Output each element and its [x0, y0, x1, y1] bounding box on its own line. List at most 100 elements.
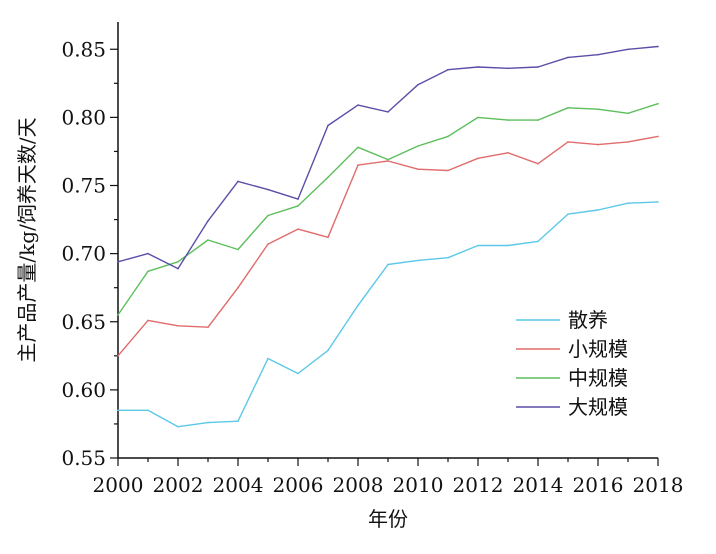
data-point: [627, 141, 629, 143]
x-tick-label: 2018: [633, 473, 684, 497]
data-point: [447, 256, 449, 259]
data-point: [417, 168, 419, 170]
data-point: [627, 112, 629, 115]
data-point: [417, 259, 419, 262]
data-point: [177, 325, 179, 327]
data-point: [267, 243, 269, 245]
y-tick-label: 0.55: [61, 446, 106, 470]
data-point: [567, 107, 569, 109]
data-point: [267, 357, 269, 360]
data-point: [477, 244, 479, 247]
data-point: [447, 68, 449, 71]
x-tick-label: 2002: [153, 473, 204, 497]
data-point: [627, 202, 629, 204]
data-point: [627, 48, 629, 51]
data-point: [267, 188, 269, 191]
data-point: [657, 45, 659, 48]
data-point: [207, 326, 209, 329]
data-point: [447, 135, 449, 138]
x-tick-label: 2000: [93, 473, 144, 497]
data-point: [327, 124, 329, 127]
data-point: [597, 53, 599, 56]
data-point: [237, 180, 239, 183]
data-point: [327, 176, 329, 179]
x-tick-label: 2006: [273, 473, 324, 497]
y-tick-label: 0.85: [61, 37, 106, 61]
series-line-3: [117, 45, 659, 270]
data-point: [537, 66, 539, 68]
data-point: [387, 263, 389, 266]
data-point: [537, 162, 539, 165]
data-point: [657, 201, 659, 203]
data-point: [297, 198, 299, 200]
y-tick-label: 0.80: [61, 105, 106, 129]
data-point: [507, 67, 509, 70]
x-tick-label: 2014: [513, 473, 564, 497]
data-point: [567, 141, 569, 143]
y-axis-title: 主产品产量/kg/饲养天数/天: [15, 117, 39, 362]
data-point: [477, 116, 479, 119]
data-point: [237, 248, 239, 251]
legend-label-3: 大规模: [568, 395, 628, 419]
data-point: [537, 119, 539, 121]
legend-label-0: 散养: [568, 308, 608, 332]
data-point: [117, 261, 119, 263]
data-point: [207, 239, 209, 241]
data-point: [237, 286, 239, 289]
data-point: [597, 209, 599, 211]
data-point: [327, 349, 329, 352]
data-point: [357, 146, 359, 149]
data-point: [477, 66, 479, 68]
data-point: [147, 409, 149, 412]
data-point: [357, 304, 359, 307]
data-point: [237, 420, 239, 423]
data-point: [177, 425, 179, 428]
x-tick-label: 2012: [453, 473, 504, 497]
data-point: [387, 158, 389, 161]
data-point: [357, 104, 359, 106]
data-point: [297, 228, 299, 230]
data-point: [297, 372, 299, 375]
data-point: [147, 252, 149, 255]
data-point: [177, 261, 179, 263]
data-point: [567, 213, 569, 215]
data-point: [417, 145, 419, 147]
x-axis-title: 年份: [368, 507, 408, 531]
data-point: [507, 244, 509, 247]
data-point: [147, 270, 149, 273]
data-point: [327, 236, 329, 239]
data-point: [597, 108, 599, 110]
series-layer: [117, 45, 659, 428]
axes: 2000 2002 2004 2006 2008 2010 2012 2014 2016 2018…: [61, 22, 683, 497]
series-line-2: [117, 103, 659, 316]
legend-label-1: 小规模: [568, 337, 628, 361]
y-tick-label: 0.70: [61, 242, 106, 266]
data-point: [567, 56, 569, 59]
data-point: [147, 319, 149, 322]
data-point: [507, 152, 509, 154]
data-point: [117, 355, 119, 357]
x-tick-label: 2008: [333, 473, 384, 497]
data-point: [207, 421, 209, 424]
data-point: [297, 205, 299, 207]
data-point: [597, 143, 599, 146]
x-tick-label: 2016: [573, 473, 624, 497]
data-point: [357, 164, 359, 166]
y-tick-label: 0.65: [61, 310, 106, 334]
data-point: [207, 220, 209, 222]
data-point: [507, 119, 509, 121]
data-point: [537, 240, 539, 243]
data-point: [657, 102, 659, 105]
y-tick-label: 0.60: [61, 378, 106, 402]
data-point: [447, 169, 449, 172]
y-tick-label: 0.75: [61, 174, 106, 198]
data-point: [177, 267, 179, 270]
data-point: [417, 83, 419, 86]
legend-label-2: 中规模: [568, 366, 628, 390]
data-point: [387, 111, 389, 113]
data-point: [387, 160, 389, 162]
data-point: [117, 314, 119, 316]
data-point: [477, 157, 479, 160]
